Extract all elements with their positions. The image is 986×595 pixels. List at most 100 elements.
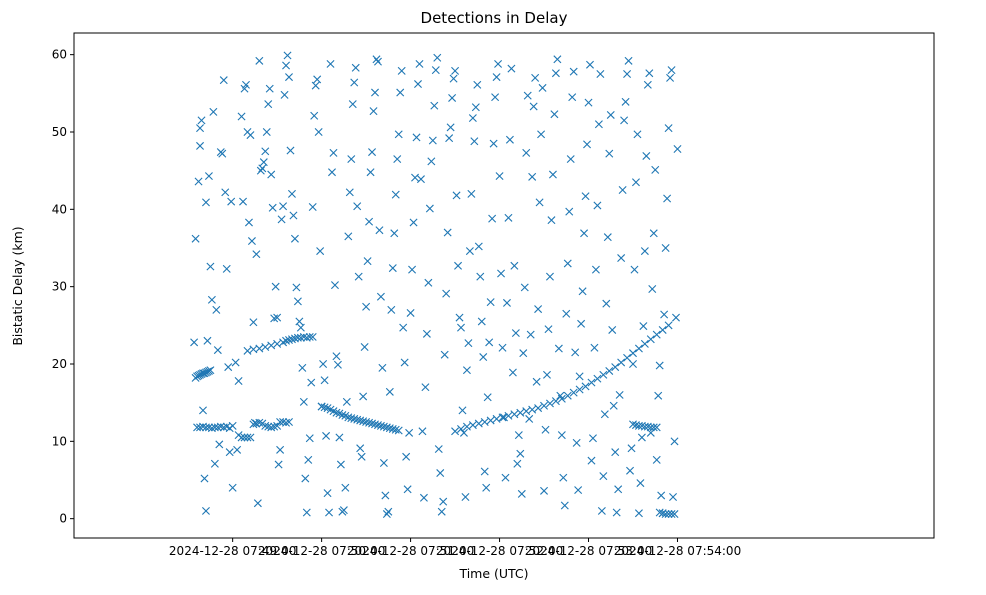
track-point [240, 433, 249, 442]
scatter-point [440, 350, 449, 359]
scatter-point [222, 264, 231, 273]
track-point [510, 410, 519, 419]
scatter-point [532, 377, 541, 386]
scatter-point [501, 473, 510, 482]
scatter-point [672, 313, 680, 322]
scatter-point [554, 344, 563, 353]
scatter-point [510, 261, 519, 270]
track-point [282, 418, 291, 427]
scatter-point [491, 93, 500, 102]
scatter-point [293, 297, 302, 306]
scatter-point [247, 237, 256, 246]
scatter-point [323, 489, 332, 498]
scatter-point [462, 366, 471, 375]
scatter-point [225, 448, 234, 457]
scatter-point [431, 66, 440, 75]
scatter-point [514, 431, 523, 440]
scatter-point [399, 323, 408, 332]
scatter-point [448, 93, 457, 102]
y-tick-label: 10 [52, 434, 67, 448]
track-point [261, 421, 270, 430]
track-point [492, 414, 501, 423]
scatter-point [207, 295, 216, 304]
scatter-point [636, 479, 645, 488]
scatter-point [345, 188, 354, 197]
scatter-point [239, 197, 248, 206]
scatter-point [326, 59, 335, 68]
scatter-point [437, 507, 446, 516]
scatter-point [396, 88, 405, 97]
scatter-point [580, 229, 589, 238]
scatter-point [339, 506, 348, 515]
track-point [388, 424, 397, 433]
scatter-point [387, 305, 396, 314]
scatter-point [270, 314, 279, 323]
scatter-point [197, 116, 206, 125]
scatter-point [565, 207, 574, 216]
track-point [394, 426, 403, 435]
scatter-point [596, 69, 605, 78]
scatter-point [631, 178, 640, 187]
track-point [593, 374, 602, 383]
scatter-point [658, 509, 667, 518]
scatter-point [639, 322, 648, 331]
scatter-point [379, 458, 388, 467]
scatter-point [227, 197, 236, 206]
scatter-point [191, 234, 200, 243]
scatter-point [196, 141, 205, 150]
track-point [299, 332, 308, 341]
scatter-point [497, 269, 506, 278]
scatter-point [655, 361, 664, 370]
track-point [670, 510, 679, 519]
scatter-point [467, 189, 476, 198]
track-point [296, 333, 305, 342]
scatter-point [520, 283, 529, 292]
scatter-point [648, 284, 657, 293]
track-point [371, 420, 379, 429]
track-point [587, 378, 596, 387]
scatter-point [600, 410, 609, 419]
scatter-point [516, 449, 525, 458]
scatter-point [445, 134, 454, 143]
scatter-point [465, 247, 474, 256]
track-point [661, 510, 670, 519]
scatter-point [621, 97, 630, 106]
scatter-point [633, 130, 642, 139]
scatter-point [537, 130, 546, 139]
scatter-point [246, 131, 255, 140]
scatter-point [250, 418, 259, 427]
scatter-point [264, 100, 273, 109]
scatter-point [446, 123, 455, 132]
scatter-point [637, 433, 646, 442]
scatter-point [488, 214, 497, 223]
scatter-point [443, 228, 452, 237]
track-point [617, 358, 626, 367]
scatter-point [276, 445, 285, 454]
scatter-point [253, 499, 262, 508]
scatter-point [206, 262, 215, 271]
track-point [468, 421, 477, 430]
scatter-point [350, 78, 359, 87]
scatter-point [199, 406, 207, 415]
scatter-point [482, 483, 491, 492]
scatter-point [624, 56, 633, 65]
scatter-point [568, 93, 577, 102]
scatter-point [314, 128, 323, 136]
scatter-point [583, 140, 592, 149]
y-axis-label: Bistatic Delay (km) [10, 226, 25, 345]
scatter-point [492, 73, 501, 82]
scatter-point [341, 483, 350, 492]
scatter-point [394, 130, 403, 139]
scatter-point [351, 63, 360, 72]
scatter-point [292, 283, 301, 292]
scatter-point [408, 265, 417, 274]
scatter-point [228, 483, 237, 492]
scatter-point [213, 346, 222, 355]
track-point [551, 397, 560, 406]
track-point [267, 341, 276, 350]
track-point [255, 344, 264, 353]
track-point [545, 399, 554, 408]
